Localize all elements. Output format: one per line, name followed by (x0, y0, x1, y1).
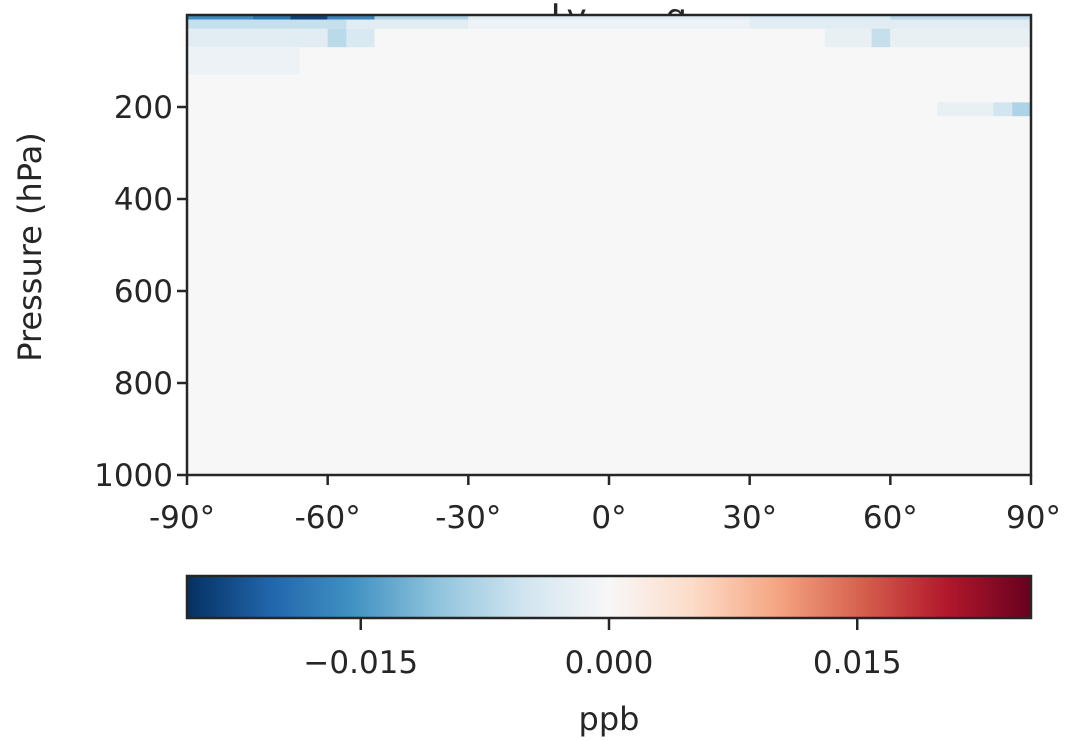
heatmap-cells (187, 15, 1031, 117)
heatmap-cell (290, 15, 328, 20)
heatmap-cell (1012, 102, 1031, 117)
plot-area (185, 13, 1033, 477)
x-tick-label: -30° (435, 500, 501, 536)
x-tick-label: 30° (722, 500, 777, 536)
y-tick-label: 400 (114, 182, 173, 218)
heatmap-cell (993, 102, 1013, 117)
colorbar-gradient (187, 576, 1031, 618)
y-axis-label: Pressure (hPa) (11, 132, 49, 362)
x-axis: -90° -60° -30° 0° 30° 60° 90° (149, 475, 1061, 536)
heatmap-cell (374, 15, 469, 20)
colorbar-tick-label: −0.015 (303, 645, 418, 681)
heatmap-cell (749, 15, 891, 20)
plot-background (187, 15, 1031, 475)
x-tick-label: -60° (295, 500, 361, 536)
y-axis: 200 400 600 800 1000 (94, 90, 187, 494)
x-tick-label: 90° (1006, 500, 1061, 536)
heatmap-cell (187, 47, 300, 75)
heatmap-cell (187, 15, 253, 20)
heatmap-cell (890, 28, 1031, 48)
y-tick-label: 800 (114, 366, 173, 402)
heatmap-cell (346, 19, 469, 29)
heatmap-cell (187, 19, 347, 29)
heatmap-cell (890, 15, 1031, 20)
colorbar: −0.015 0.000 0.015 ppb (185, 574, 1033, 738)
heatmap-cell (824, 28, 872, 48)
heatmap-cell (871, 28, 891, 48)
y-tick-label: 1000 (94, 458, 173, 494)
heatmap-cell (187, 28, 328, 48)
colorbar-ticks: −0.015 0.000 0.015 (303, 618, 902, 681)
y-tick-label: 600 (114, 274, 173, 310)
heatmap-cell (468, 19, 750, 29)
heatmap-cell (937, 102, 994, 117)
heatmap-cell (468, 15, 750, 20)
x-tick-label: -90° (149, 500, 215, 536)
colorbar-label: ppb (579, 700, 640, 738)
x-tick-label: 60° (863, 500, 918, 536)
colorbar-tick-label: 0.015 (813, 645, 902, 681)
heatmap-cell (346, 28, 375, 48)
colorbar-tick-label: 0.000 (565, 645, 654, 681)
heatmap-cell (327, 15, 375, 20)
y-tick-label: 200 (114, 90, 173, 126)
heatmap-cell (327, 28, 347, 48)
heatmap-cell (252, 15, 291, 20)
x-tick-label: 0° (591, 500, 626, 536)
heatmap-cell (749, 19, 1031, 29)
